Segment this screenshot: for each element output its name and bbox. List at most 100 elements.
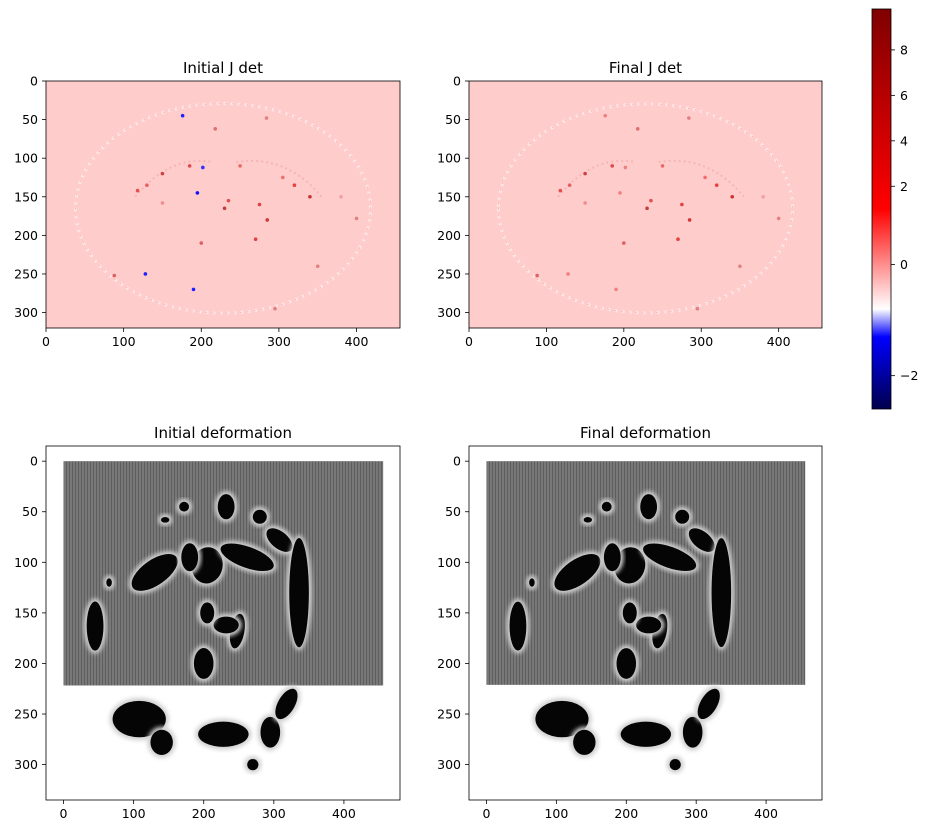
jdet-spot bbox=[703, 175, 707, 180]
blob bbox=[535, 700, 589, 738]
inner-arc-right bbox=[658, 159, 745, 198]
y-tick-label: 150 bbox=[14, 605, 38, 620]
jdet-spot bbox=[180, 113, 185, 118]
x-tick-label: 0 bbox=[42, 334, 50, 349]
panel-2: 0 100 200 300 400 0 50 100 150 200 250 300 Final J d… bbox=[437, 59, 823, 349]
jdet-spot bbox=[687, 116, 691, 120]
jdet-spot bbox=[213, 127, 218, 131]
blob bbox=[275, 688, 298, 720]
outline-ring bbox=[74, 102, 373, 315]
colorbar: 8 6 4 2 0 −2 bbox=[871, 8, 918, 410]
x-tick-label: 100 bbox=[112, 334, 136, 349]
y-tick-label: 50 bbox=[445, 112, 461, 127]
y-tick-label: 250 bbox=[14, 266, 38, 281]
panel-title: Final deformation bbox=[580, 424, 711, 442]
blob bbox=[213, 616, 239, 634]
jdet-spot bbox=[354, 216, 359, 221]
blob bbox=[260, 716, 281, 748]
x-tick-label: 400 bbox=[754, 806, 778, 821]
blob bbox=[86, 601, 104, 651]
jdet-spot bbox=[614, 287, 618, 292]
colorbar-gradient bbox=[872, 9, 891, 409]
y-tick-label: 0 bbox=[453, 74, 461, 89]
blob bbox=[193, 648, 214, 679]
y-tick-label: 150 bbox=[437, 605, 461, 620]
blob bbox=[622, 602, 637, 624]
jdet-spot bbox=[623, 165, 628, 170]
blob bbox=[181, 543, 199, 572]
y-tick-label: 250 bbox=[437, 707, 461, 722]
blob bbox=[643, 543, 697, 571]
jdet-spot bbox=[226, 198, 231, 203]
jdet-spot bbox=[253, 237, 258, 242]
x-tick-label: 200 bbox=[192, 806, 216, 821]
jdet-spot bbox=[695, 306, 700, 311]
x-tick-label: 300 bbox=[262, 806, 286, 821]
jdet-spot bbox=[135, 188, 140, 193]
jdet-spot bbox=[738, 264, 742, 269]
x-tick-label: 300 bbox=[684, 806, 708, 821]
jdet-spot bbox=[145, 183, 149, 188]
blob bbox=[131, 553, 178, 591]
blob bbox=[220, 543, 274, 572]
jdet-spot bbox=[257, 202, 262, 207]
blob bbox=[289, 537, 309, 648]
jdet-spot bbox=[714, 183, 719, 188]
y-tick-label: 0 bbox=[453, 454, 461, 469]
x-tick-label: 100 bbox=[544, 806, 568, 821]
x-tick-label: 0 bbox=[465, 334, 473, 349]
jdet-spot bbox=[566, 272, 570, 276]
y-tick-label: 50 bbox=[22, 504, 38, 519]
panel-1: 0 100 200 300 400 0 50 100 150 200 250 300 Initial J… bbox=[14, 59, 401, 349]
y-tick-label: 100 bbox=[14, 555, 38, 570]
jdet-spot bbox=[676, 237, 680, 242]
colorbar-tick-label: 2 bbox=[900, 179, 908, 194]
y-tick-label: 200 bbox=[14, 656, 38, 671]
x-tick-label: 300 bbox=[689, 334, 713, 349]
blob bbox=[106, 578, 112, 587]
jdet-spot bbox=[583, 171, 587, 176]
jdet-spot bbox=[687, 218, 692, 222]
blob bbox=[620, 721, 672, 747]
jdet-spot bbox=[264, 116, 269, 120]
deformation-blobs bbox=[83, 491, 312, 774]
jdet-spot bbox=[761, 194, 765, 199]
blob bbox=[697, 688, 720, 720]
blob bbox=[669, 759, 681, 771]
y-tick-label: 100 bbox=[437, 555, 461, 570]
blob bbox=[682, 716, 703, 748]
blob bbox=[640, 494, 658, 520]
y-tick-label: 0 bbox=[30, 74, 38, 89]
blob bbox=[247, 758, 259, 771]
blob bbox=[688, 528, 715, 552]
panel-title: Initial J det bbox=[183, 59, 263, 77]
y-tick-label: 200 bbox=[437, 228, 461, 243]
jdet-spot bbox=[199, 241, 204, 245]
colorbar-tick-label: 6 bbox=[900, 88, 908, 103]
axes-frame bbox=[45, 445, 401, 801]
jdet-spot bbox=[195, 191, 200, 195]
y-tick-label: 300 bbox=[437, 305, 461, 320]
y-tick-label: 50 bbox=[445, 504, 461, 519]
image-area bbox=[486, 461, 806, 774]
colorbar-tick-label: 8 bbox=[900, 42, 908, 57]
axes-frame bbox=[45, 80, 401, 329]
x-tick-label: 200 bbox=[612, 334, 636, 349]
image-area bbox=[469, 81, 822, 328]
jdet-spot bbox=[730, 194, 735, 199]
jdet-spot bbox=[558, 188, 563, 193]
brain-outline bbox=[496, 102, 795, 315]
outline-ring bbox=[496, 102, 795, 315]
colorbar-frame bbox=[871, 8, 892, 410]
x-tick-label: 400 bbox=[332, 806, 356, 821]
jdet-spots bbox=[535, 113, 781, 311]
y-tick-label: 300 bbox=[14, 757, 38, 772]
jdet-spot bbox=[583, 201, 587, 205]
blob bbox=[711, 538, 732, 648]
blob bbox=[603, 543, 621, 572]
jdet-spot bbox=[610, 164, 615, 168]
jdet-spot bbox=[776, 216, 781, 221]
axes-frame bbox=[468, 445, 823, 801]
blob bbox=[150, 729, 173, 755]
x-tick-label: 200 bbox=[189, 334, 213, 349]
